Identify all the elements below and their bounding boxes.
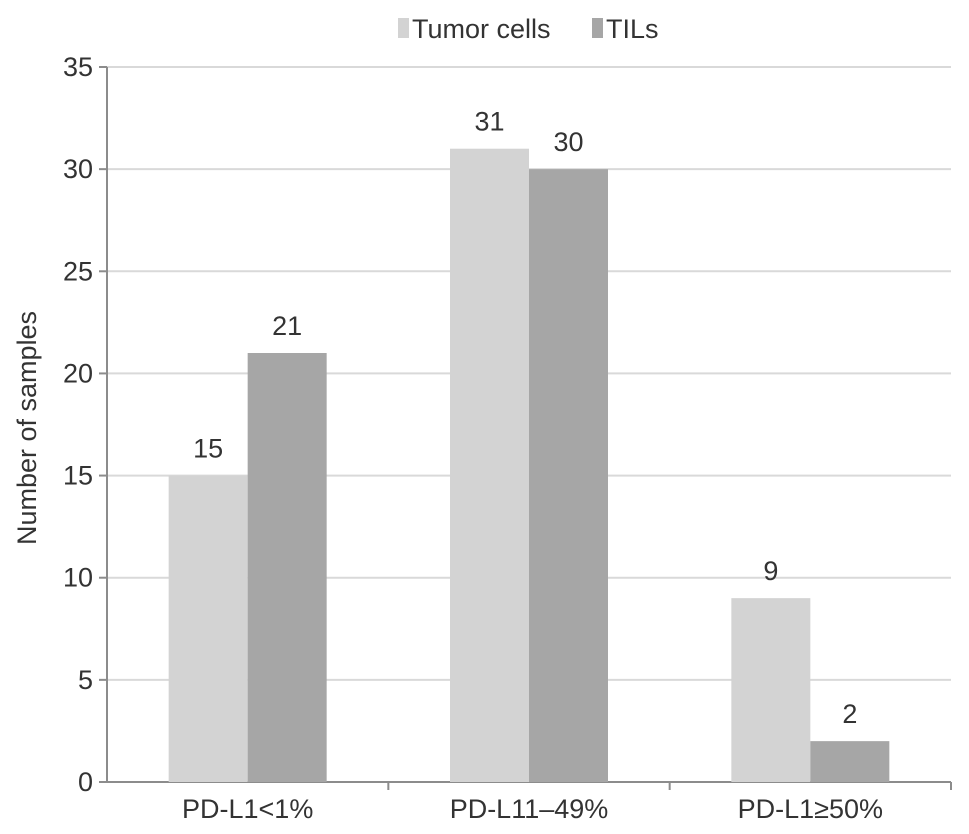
y-tick-label: 20: [63, 358, 93, 388]
y-tick-label: 15: [63, 461, 93, 491]
y-tick-label: 35: [63, 52, 93, 82]
x-category-label: PD-L1<1%: [182, 794, 313, 824]
legend-swatch: [398, 18, 409, 38]
bar: [529, 169, 608, 783]
legend-swatch: [592, 18, 603, 38]
bars: [168, 148, 890, 783]
data-label: 31: [474, 107, 504, 137]
y-axis-title: Number of samples: [12, 311, 42, 545]
x-category-label: PD-L11–49%: [450, 794, 609, 824]
legend-label: Tumor cells: [412, 14, 551, 44]
y-tick-label: 0: [78, 767, 93, 797]
bar: [168, 475, 248, 782]
y-tick-label: 10: [63, 563, 93, 593]
bar: [810, 741, 890, 782]
data-label: 15: [193, 434, 223, 464]
bar: [247, 353, 327, 782]
data-label: 9: [763, 556, 778, 586]
data-label: 21: [272, 311, 302, 341]
y-tick-label: 30: [63, 154, 93, 184]
labels: 0 5 10 15 20 25 30 35 15 21 PD-L1<1% 31 30 PD-L11–49%…: [63, 52, 883, 824]
y-tick-label: 25: [63, 256, 93, 286]
bar: [450, 148, 529, 782]
bar: [731, 598, 811, 782]
data-label: 30: [553, 127, 583, 157]
legend: Tumor cells TILs: [398, 14, 659, 44]
data-label: 2: [842, 699, 857, 729]
legend-label: TILs: [606, 14, 659, 44]
x-category-label: PD-L1≥50%: [738, 794, 883, 824]
y-tick-label: 5: [78, 665, 93, 695]
